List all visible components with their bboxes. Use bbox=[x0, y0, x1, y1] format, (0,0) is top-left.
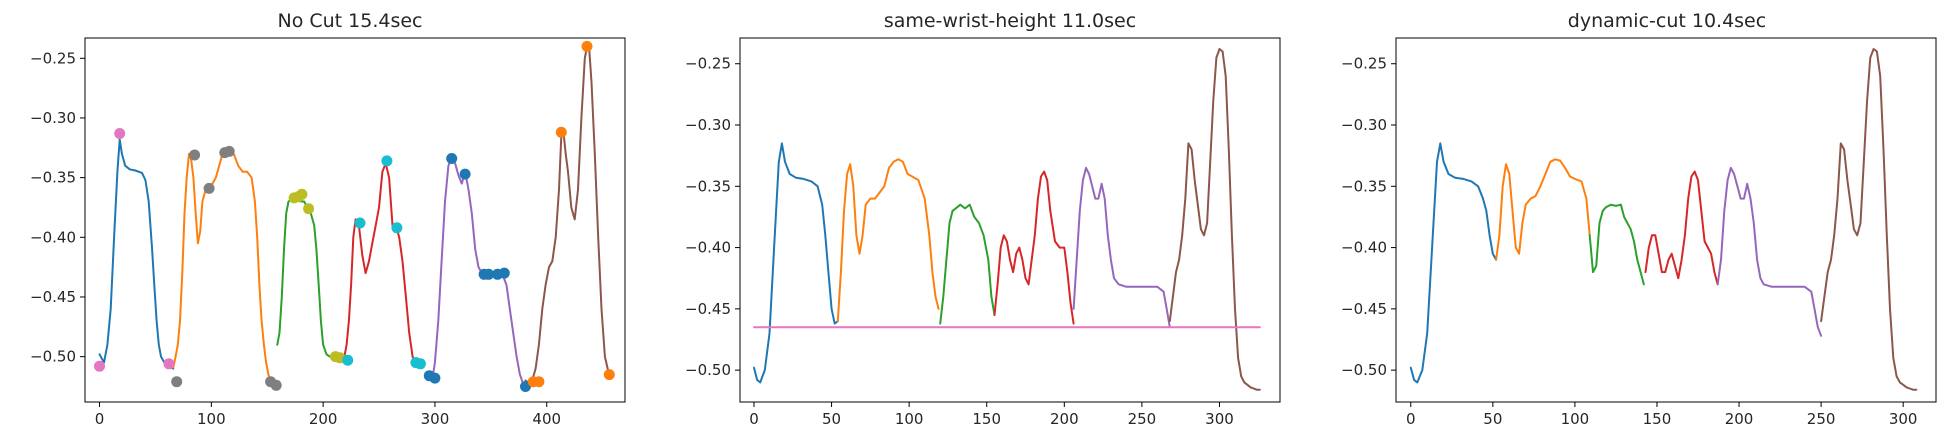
x-tick-label: 200 bbox=[309, 410, 338, 428]
y-tick-label: −0.40 bbox=[685, 239, 731, 257]
series-line-2 bbox=[1495, 158, 1591, 261]
data-point-marker bbox=[354, 217, 366, 229]
x-tick-label: 150 bbox=[972, 410, 1001, 428]
y-tick-label: −0.45 bbox=[685, 300, 731, 318]
y-tick-label: −0.50 bbox=[30, 348, 76, 366]
plot-area: 0 100 200 300 400 −0.50 −0.45 −0.40 −0.35 −0.30 −0… bbox=[30, 37, 626, 428]
data-point-marker bbox=[189, 149, 201, 161]
y-tick-label: −0.25 bbox=[685, 55, 731, 73]
data-point-marker bbox=[296, 188, 308, 200]
data-point-marker bbox=[414, 358, 426, 370]
plot-area: 0 50 100 150 200 250 300 −0.50 −0.45 −0.40 −0.35 −0… bbox=[685, 37, 1281, 428]
x-tick-label: 150 bbox=[1643, 410, 1672, 428]
data-point-marker bbox=[533, 376, 545, 388]
y-tick-label: −0.35 bbox=[685, 177, 731, 195]
x-tick-label: 250 bbox=[1128, 410, 1157, 428]
data-point-marker bbox=[429, 372, 441, 384]
chart-title: No Cut 15.4sec bbox=[277, 10, 422, 32]
data-point-marker bbox=[391, 222, 403, 234]
data-point-marker bbox=[459, 168, 471, 180]
data-point-marker bbox=[163, 358, 175, 370]
series-line-5 bbox=[1072, 166, 1171, 329]
data-point-marker bbox=[270, 379, 282, 391]
data-point-marker bbox=[223, 145, 235, 157]
series-line-2 bbox=[836, 158, 940, 323]
plot-area: 0 50 100 150 200 250 300 −0.50 −0.45 −0.40 −0.35 −0… bbox=[1341, 37, 1937, 428]
series-line-2 bbox=[172, 149, 274, 384]
x-tick-label: 300 bbox=[1205, 410, 1234, 428]
axes-frame bbox=[84, 37, 626, 403]
axes-frame bbox=[739, 37, 1281, 403]
subplot-1: No Cut 15.4sec 0 100 200 300 400 −0.50 −0.45 −0… bbox=[30, 10, 626, 428]
y-tick-label: −0.35 bbox=[1341, 177, 1387, 195]
x-tick-label: 0 bbox=[1406, 410, 1416, 428]
series-line-6 bbox=[1820, 48, 1918, 391]
series-line-4 bbox=[343, 162, 421, 365]
axes-frame bbox=[1395, 37, 1937, 403]
chart-title: dynamic-cut 10.4sec bbox=[1568, 10, 1766, 32]
series-line-6 bbox=[1168, 48, 1261, 391]
data-point-marker bbox=[342, 354, 354, 366]
x-tick-label: 300 bbox=[421, 410, 450, 428]
series-line-1 bbox=[1409, 142, 1498, 384]
data-point-marker bbox=[603, 369, 615, 381]
data-point-marker bbox=[381, 155, 393, 167]
series-line-5 bbox=[431, 156, 527, 388]
series-line-4 bbox=[993, 170, 1075, 325]
series-line-3 bbox=[1588, 203, 1645, 286]
data-point-marker bbox=[555, 126, 567, 138]
data-point-marker bbox=[446, 153, 458, 164]
y-tick-label: −0.50 bbox=[685, 361, 731, 379]
data-point-marker bbox=[498, 267, 510, 279]
x-tick-label: 100 bbox=[1561, 410, 1590, 428]
x-tick-label: 100 bbox=[197, 410, 226, 428]
series-line-5 bbox=[1716, 166, 1823, 337]
y-tick-label: −0.40 bbox=[1341, 239, 1387, 257]
chart-title: same-wrist-height 11.0sec bbox=[884, 10, 1136, 32]
x-tick-label: 0 bbox=[95, 410, 105, 428]
subplot-2: same-wrist-height 11.0sec 0 50 100 150 200 25… bbox=[685, 10, 1281, 428]
y-tick-label: −0.45 bbox=[1341, 300, 1387, 318]
x-tick-label: 250 bbox=[1807, 410, 1836, 428]
y-tick-label: −0.40 bbox=[30, 228, 76, 246]
data-point-marker bbox=[114, 128, 126, 139]
subplot-3: dynamic-cut 10.4sec 0 50 100 150 200 250 300 −0… bbox=[1341, 10, 1937, 428]
series-line-3 bbox=[276, 194, 339, 358]
x-tick-label: 400 bbox=[532, 410, 561, 428]
x-tick-label: 200 bbox=[1050, 410, 1079, 428]
y-tick-label: −0.25 bbox=[30, 49, 76, 67]
x-tick-label: 50 bbox=[1483, 410, 1502, 428]
y-tick-label: −0.25 bbox=[1341, 55, 1387, 73]
series-line-1 bbox=[753, 142, 839, 384]
y-tick-label: −0.30 bbox=[30, 109, 76, 127]
series-line-4 bbox=[1644, 170, 1719, 286]
y-tick-label: −0.50 bbox=[1341, 361, 1387, 379]
data-point-marker bbox=[94, 360, 105, 372]
x-tick-label: 0 bbox=[749, 410, 759, 428]
y-tick-label: −0.45 bbox=[30, 288, 76, 306]
data-point-marker bbox=[483, 268, 495, 280]
y-tick-label: −0.35 bbox=[30, 169, 76, 187]
data-point-marker bbox=[303, 203, 315, 215]
data-point-marker bbox=[171, 376, 183, 388]
x-tick-label: 200 bbox=[1725, 410, 1754, 428]
y-tick-label: −0.30 bbox=[1341, 116, 1387, 134]
x-tick-label: 50 bbox=[822, 410, 841, 428]
data-point-marker bbox=[203, 182, 215, 194]
data-point-marker bbox=[581, 40, 593, 52]
series-line-6 bbox=[524, 45, 613, 384]
series-line-3 bbox=[939, 203, 996, 325]
x-tick-label: 300 bbox=[1889, 410, 1918, 428]
y-tick-label: −0.30 bbox=[685, 116, 731, 134]
x-tick-label: 100 bbox=[895, 410, 924, 428]
series-line-1 bbox=[98, 138, 175, 370]
